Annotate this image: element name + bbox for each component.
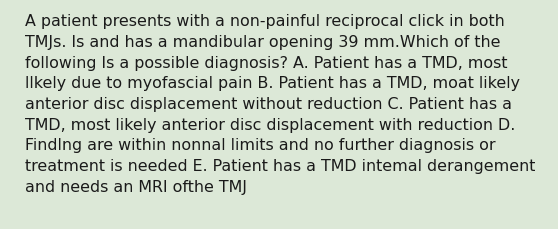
Text: A patient presents with a non-painful reciprocal click in both
TMJs. Is and has : A patient presents with a non-painful re… xyxy=(25,14,535,194)
